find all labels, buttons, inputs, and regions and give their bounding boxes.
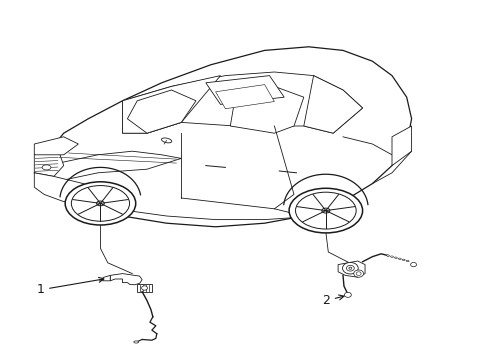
Ellipse shape xyxy=(161,138,172,143)
Polygon shape xyxy=(34,137,78,155)
Polygon shape xyxy=(230,86,304,133)
Polygon shape xyxy=(216,85,274,109)
Ellipse shape xyxy=(391,256,393,257)
Text: 1: 1 xyxy=(36,277,104,296)
Circle shape xyxy=(349,267,352,269)
Polygon shape xyxy=(34,173,98,202)
Polygon shape xyxy=(338,261,365,277)
Ellipse shape xyxy=(322,208,330,213)
Circle shape xyxy=(354,270,364,277)
Polygon shape xyxy=(127,90,196,133)
Polygon shape xyxy=(34,47,412,227)
Circle shape xyxy=(356,272,361,275)
Ellipse shape xyxy=(402,259,405,261)
Ellipse shape xyxy=(394,257,397,258)
Polygon shape xyxy=(122,76,220,133)
Ellipse shape xyxy=(97,201,104,206)
Polygon shape xyxy=(34,151,181,184)
Ellipse shape xyxy=(398,258,401,260)
Ellipse shape xyxy=(289,188,363,233)
Ellipse shape xyxy=(134,341,139,343)
Ellipse shape xyxy=(42,165,51,170)
Polygon shape xyxy=(137,284,152,292)
Polygon shape xyxy=(304,76,363,133)
Ellipse shape xyxy=(406,260,409,262)
Ellipse shape xyxy=(295,192,356,229)
Polygon shape xyxy=(103,275,110,281)
Ellipse shape xyxy=(65,182,136,225)
Circle shape xyxy=(344,292,351,297)
Polygon shape xyxy=(392,126,412,166)
Polygon shape xyxy=(34,148,64,176)
Circle shape xyxy=(142,286,147,290)
Circle shape xyxy=(411,262,416,267)
Polygon shape xyxy=(110,274,142,285)
Circle shape xyxy=(346,265,354,271)
Text: 2: 2 xyxy=(322,294,344,307)
Ellipse shape xyxy=(387,255,390,256)
Ellipse shape xyxy=(72,186,129,221)
Circle shape xyxy=(343,262,358,274)
Polygon shape xyxy=(206,76,284,104)
Polygon shape xyxy=(122,72,363,133)
